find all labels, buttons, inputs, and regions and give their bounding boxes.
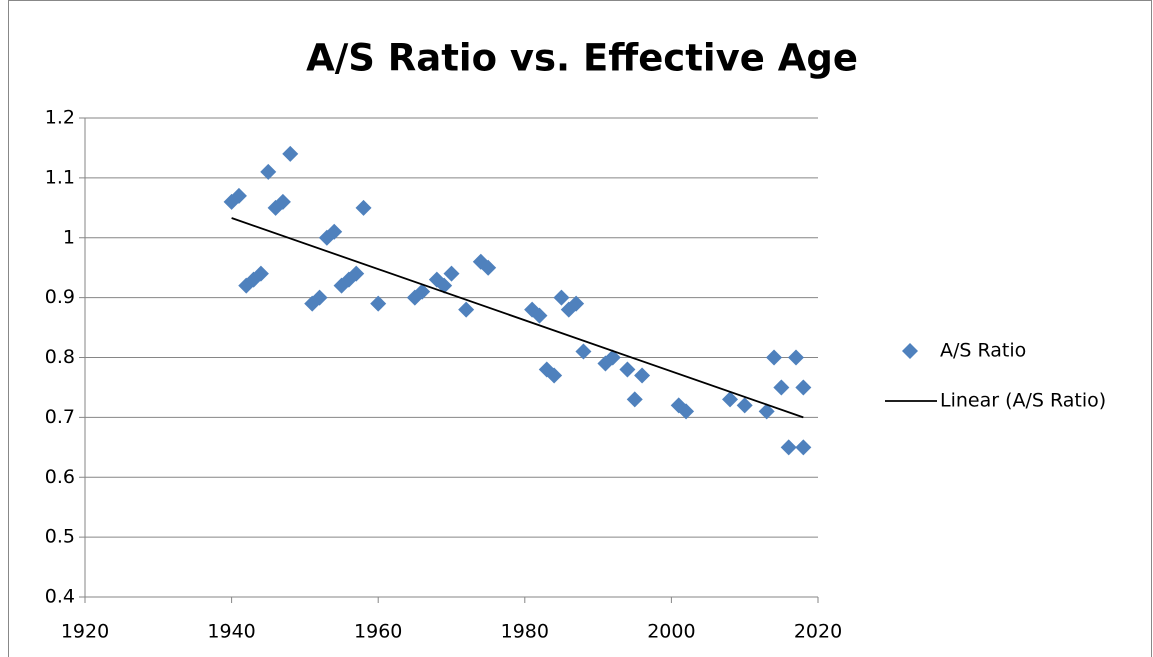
data-point — [414, 283, 431, 300]
y-tick-label: 1 — [63, 226, 75, 248]
data-point — [348, 265, 365, 282]
chart-title: A/S Ratio vs. Effective Age — [306, 37, 858, 80]
data-point — [230, 187, 247, 204]
data-point — [568, 295, 585, 312]
data-point — [619, 361, 636, 378]
legend-marker — [902, 343, 918, 359]
data-point — [546, 367, 563, 384]
y-tick-label: 1.2 — [45, 107, 75, 129]
data-point — [788, 349, 805, 366]
x-tick-label: 1920 — [61, 621, 109, 643]
data-point — [274, 193, 291, 210]
data-point — [531, 307, 548, 324]
data-point — [758, 403, 775, 420]
data-point — [795, 439, 812, 456]
trend-line — [231, 217, 804, 419]
y-tick-label: 0.8 — [45, 346, 75, 368]
y-tick-label: 0.9 — [45, 286, 75, 308]
data-point — [722, 391, 739, 408]
data-point — [575, 343, 592, 360]
data-point — [766, 349, 783, 366]
y-tick-label: 0.4 — [45, 586, 75, 608]
data-point — [604, 349, 621, 366]
data-point — [252, 265, 269, 282]
y-tick-label: 0.7 — [45, 406, 75, 428]
data-point — [311, 289, 328, 306]
x-tick-label: 1960 — [354, 621, 402, 643]
x-tick-label: 1980 — [501, 621, 549, 643]
data-point — [355, 199, 372, 216]
data-point — [795, 379, 812, 396]
data-point — [480, 259, 497, 276]
y-tick-label: 0.5 — [45, 526, 75, 548]
data-point — [678, 403, 695, 420]
legend-label: A/S Ratio — [940, 340, 1026, 362]
x-tick-label: 2000 — [647, 621, 695, 643]
data-point — [443, 265, 460, 282]
legend-label: Linear (A/S Ratio) — [940, 390, 1106, 412]
x-tick-label: 1940 — [207, 621, 255, 643]
data-point — [282, 145, 299, 162]
chart-border — [8, 0, 1152, 657]
data-point — [780, 439, 797, 456]
data-point — [626, 391, 643, 408]
data-point — [736, 397, 753, 414]
data-point — [436, 277, 453, 294]
data-point — [260, 163, 277, 180]
data-point — [773, 379, 790, 396]
data-point — [458, 301, 475, 318]
data-point — [370, 295, 387, 312]
y-tick-label: 1.1 — [45, 166, 75, 188]
data-point — [553, 289, 570, 306]
x-tick-label: 2020 — [794, 621, 842, 643]
y-tick-label: 0.6 — [45, 466, 75, 488]
data-point — [326, 223, 343, 240]
data-point — [634, 367, 651, 384]
